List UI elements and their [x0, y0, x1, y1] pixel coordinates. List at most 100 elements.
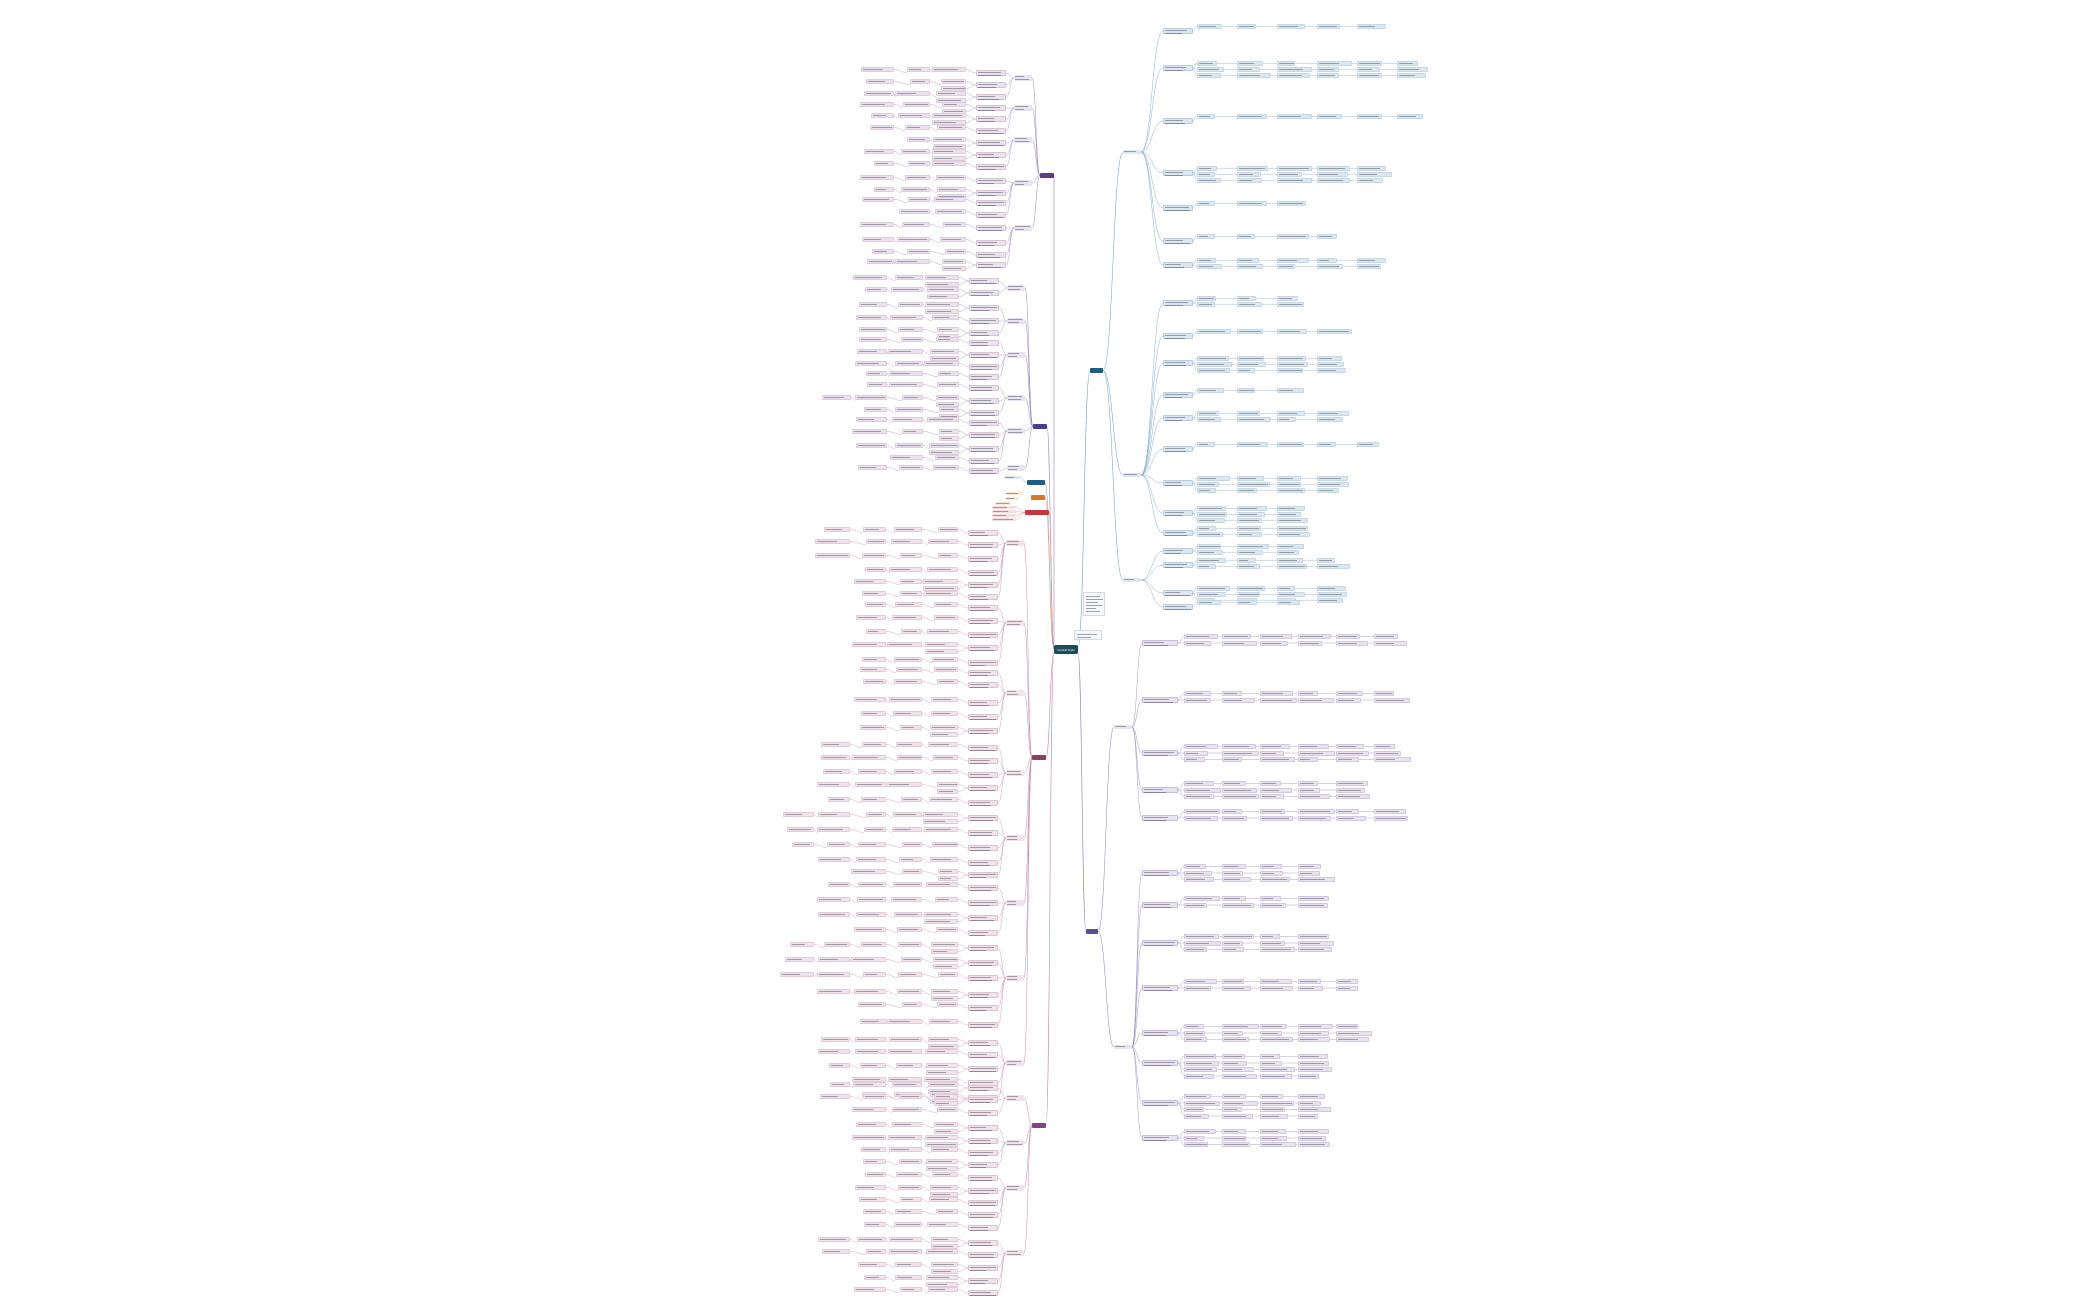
topic-node[interactable] — [1142, 1030, 1178, 1036]
topic-node[interactable] — [1277, 526, 1308, 531]
topic-node[interactable] — [898, 113, 930, 118]
topic-node[interactable] — [1184, 697, 1211, 703]
topic-node[interactable] — [902, 869, 922, 874]
topic-node[interactable] — [929, 443, 959, 448]
topic-node[interactable] — [1197, 67, 1224, 72]
topic-node[interactable] — [1114, 1045, 1132, 1049]
topic-node[interactable] — [896, 742, 922, 747]
topic-node[interactable] — [874, 187, 894, 192]
topic-node[interactable] — [901, 797, 922, 802]
topic-node[interactable] — [864, 1222, 886, 1227]
topic-node[interactable] — [898, 942, 922, 947]
topic-node[interactable] — [928, 1089, 958, 1094]
topic-node[interactable] — [901, 149, 930, 154]
topic-node[interactable] — [1336, 757, 1359, 762]
topic-node[interactable] — [866, 812, 886, 817]
topic-node[interactable] — [902, 429, 923, 434]
topic-node[interactable] — [865, 602, 886, 607]
topic-node[interactable] — [1197, 544, 1221, 549]
topic-node[interactable] — [969, 290, 999, 296]
topic-node[interactable] — [1237, 302, 1262, 307]
topic-node[interactable] — [969, 468, 999, 474]
topic-node[interactable] — [818, 1049, 850, 1054]
topic-node[interactable] — [856, 1122, 886, 1127]
topic-node[interactable] — [1260, 1135, 1287, 1141]
topic-node[interactable] — [1277, 442, 1304, 447]
topic-node[interactable] — [889, 382, 923, 387]
topic-node[interactable] — [1298, 697, 1334, 703]
topic-node[interactable] — [976, 128, 1006, 134]
topic-node[interactable] — [1317, 114, 1342, 119]
topic-node[interactable] — [1006, 1185, 1024, 1191]
topic-node[interactable] — [1298, 1067, 1332, 1072]
topic-node[interactable] — [1197, 329, 1231, 334]
topic-node[interactable] — [1277, 329, 1307, 334]
topic-node[interactable] — [1184, 947, 1207, 952]
topic-node[interactable] — [861, 1147, 886, 1152]
topic-node[interactable] — [968, 594, 998, 600]
topic-node[interactable] — [1336, 781, 1368, 786]
topic-node[interactable] — [969, 330, 999, 336]
topic-node[interactable] — [938, 527, 958, 532]
topic-node[interactable] — [1197, 532, 1223, 537]
topic-node[interactable] — [892, 1122, 922, 1127]
topic-node[interactable] — [1237, 67, 1260, 72]
topic-node[interactable] — [1237, 362, 1266, 367]
topic-node[interactable] — [893, 812, 922, 817]
topic-node[interactable] — [895, 1275, 922, 1280]
topic-node[interactable] — [1298, 979, 1321, 984]
topic-node[interactable] — [1197, 114, 1215, 119]
topic-node[interactable] — [1317, 476, 1348, 481]
topic-node[interactable] — [933, 144, 966, 149]
topic-node[interactable] — [968, 1138, 998, 1144]
topic-node[interactable] — [897, 755, 922, 760]
topic-node[interactable] — [1163, 562, 1193, 568]
topic-node[interactable] — [900, 1287, 922, 1292]
topic-node[interactable] — [1222, 902, 1254, 908]
topic-node[interactable] — [968, 785, 998, 791]
topic-node[interactable] — [932, 120, 966, 125]
topic-node[interactable] — [1237, 356, 1264, 361]
topic-node[interactable] — [896, 1172, 922, 1177]
topic-node[interactable] — [968, 1005, 998, 1011]
topic-node[interactable] — [1142, 815, 1178, 821]
topic-node[interactable] — [1237, 550, 1263, 555]
topic-node[interactable] — [1260, 634, 1292, 639]
topic-node[interactable] — [1197, 482, 1219, 487]
topic-node[interactable] — [968, 682, 998, 688]
topic-node[interactable] — [968, 556, 998, 562]
topic-node[interactable] — [1197, 258, 1216, 263]
topic-node[interactable] — [894, 769, 922, 774]
topic-node[interactable] — [1298, 1094, 1325, 1099]
topic-node[interactable] — [894, 679, 922, 684]
topic-node[interactable] — [899, 1159, 922, 1164]
topic-node[interactable] — [817, 972, 850, 977]
topic-node[interactable] — [890, 315, 923, 320]
topic-node[interactable] — [1006, 1250, 1024, 1256]
topic-node[interactable] — [1298, 1024, 1333, 1029]
topic-node[interactable] — [969, 340, 999, 346]
topic-node[interactable] — [899, 465, 923, 470]
topic-node[interactable] — [927, 1222, 958, 1227]
topic-node[interactable] — [1260, 815, 1293, 821]
topic-node[interactable] — [1163, 118, 1193, 124]
topic-node[interactable] — [1006, 900, 1024, 906]
topic-node[interactable] — [891, 287, 923, 292]
topic-node[interactable] — [1237, 526, 1261, 531]
topic-node[interactable] — [1222, 985, 1251, 991]
topic-node[interactable] — [937, 1002, 958, 1007]
topic-node[interactable] — [968, 1125, 998, 1131]
topic-node[interactable] — [1317, 356, 1342, 361]
topic-node[interactable] — [1184, 794, 1214, 799]
topic-node[interactable] — [968, 860, 998, 866]
topic-node[interactable] — [968, 530, 998, 536]
topic-node[interactable] — [1222, 781, 1246, 786]
topic-node[interactable] — [976, 200, 1006, 206]
topic-node[interactable] — [1298, 1107, 1331, 1112]
topic-node[interactable] — [1277, 544, 1304, 549]
topic-node[interactable] — [895, 602, 922, 607]
topic-node[interactable] — [1277, 532, 1310, 537]
topic-node[interactable] — [940, 237, 966, 242]
topic-node[interactable] — [858, 769, 886, 774]
topic-node[interactable] — [968, 1162, 998, 1168]
